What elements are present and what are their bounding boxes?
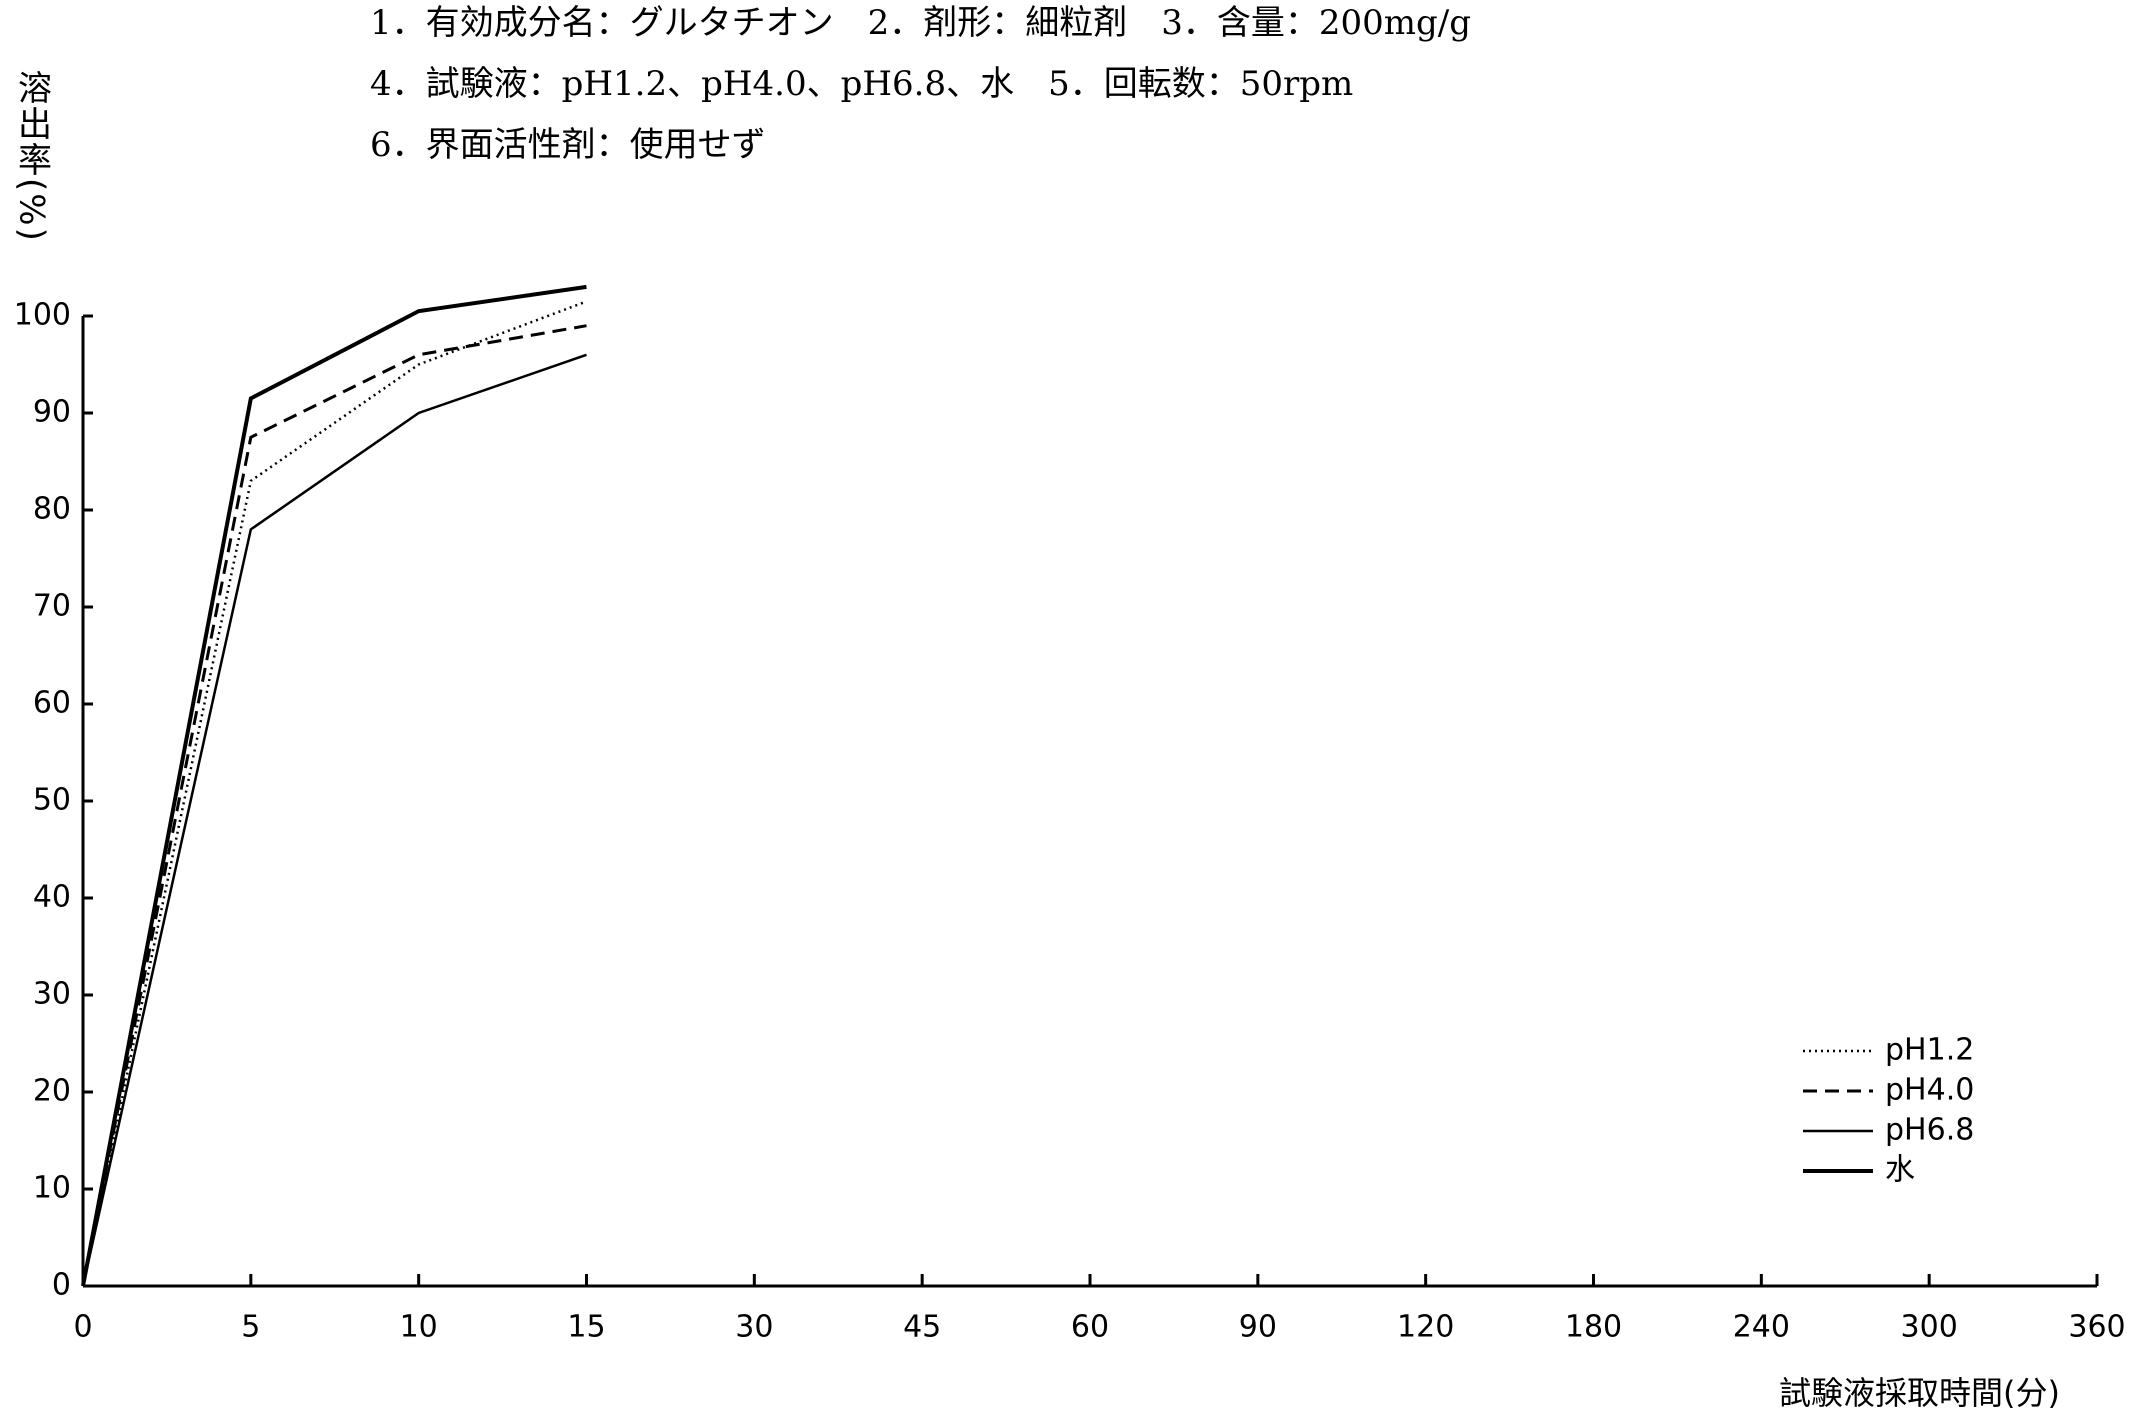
- y-tick-label: 60: [33, 686, 71, 721]
- x-tick-label: 240: [1733, 1310, 1790, 1345]
- x-tick-label: 180: [1565, 1310, 1622, 1345]
- x-tick-label: 45: [903, 1310, 941, 1345]
- y-tick-label: 80: [33, 492, 71, 527]
- series-line: [81, 324, 587, 1287]
- series-line: [81, 353, 587, 1287]
- title-line: 4．試験液：pH1.2、pH4.0、pH6.8、水 5．回転数：50rpm: [370, 64, 1353, 104]
- y-tick-label: 10: [33, 1171, 71, 1206]
- y-tick-label: 100: [14, 298, 71, 333]
- legend-label: pH6.8: [1885, 1113, 1974, 1148]
- x-tick-label: 300: [1901, 1310, 1958, 1345]
- x-tick-label: 5: [241, 1310, 260, 1345]
- legend-label: 水: [1885, 1153, 1915, 1188]
- x-tick-label: 10: [400, 1310, 438, 1345]
- x-axis-label: 試験液採取時間(分): [1779, 1374, 2060, 1412]
- y-tick-label: 30: [33, 977, 71, 1012]
- x-tick-label: 360: [2068, 1310, 2125, 1345]
- y-axis-label: 溶出率(%): [12, 70, 52, 243]
- x-tick-label: 30: [735, 1310, 773, 1345]
- title-block: 1．有効成分名：グルタチオン 2．剤形：細粒剤 3．含量：200mg/g 4．試験…: [370, 3, 1471, 165]
- y-tick-label: 0: [52, 1268, 71, 1303]
- series-line: [81, 284, 587, 1287]
- x-tick-label: 60: [1071, 1310, 1109, 1345]
- y-tick-label: 50: [33, 783, 71, 818]
- y-tick-label: 40: [33, 880, 71, 915]
- x-tick-label: 15: [567, 1310, 605, 1345]
- x-tick-label: 0: [73, 1310, 92, 1345]
- series-line: [81, 300, 587, 1287]
- y-tick-label: 90: [33, 395, 71, 430]
- x-tick-label: 90: [1239, 1310, 1277, 1345]
- y-tick-label: 20: [33, 1074, 71, 1109]
- legend-label: pH1.2: [1885, 1033, 1974, 1068]
- title-line: 1．有効成分名：グルタチオン 2．剤形：細粒剤 3．含量：200mg/g: [370, 3, 1471, 43]
- title-line: 6．界面活性剤：使用せず: [370, 125, 766, 165]
- legend-label: pH4.0: [1885, 1073, 1974, 1108]
- y-tick-label: 70: [33, 589, 71, 624]
- x-tick-label: 120: [1397, 1310, 1454, 1345]
